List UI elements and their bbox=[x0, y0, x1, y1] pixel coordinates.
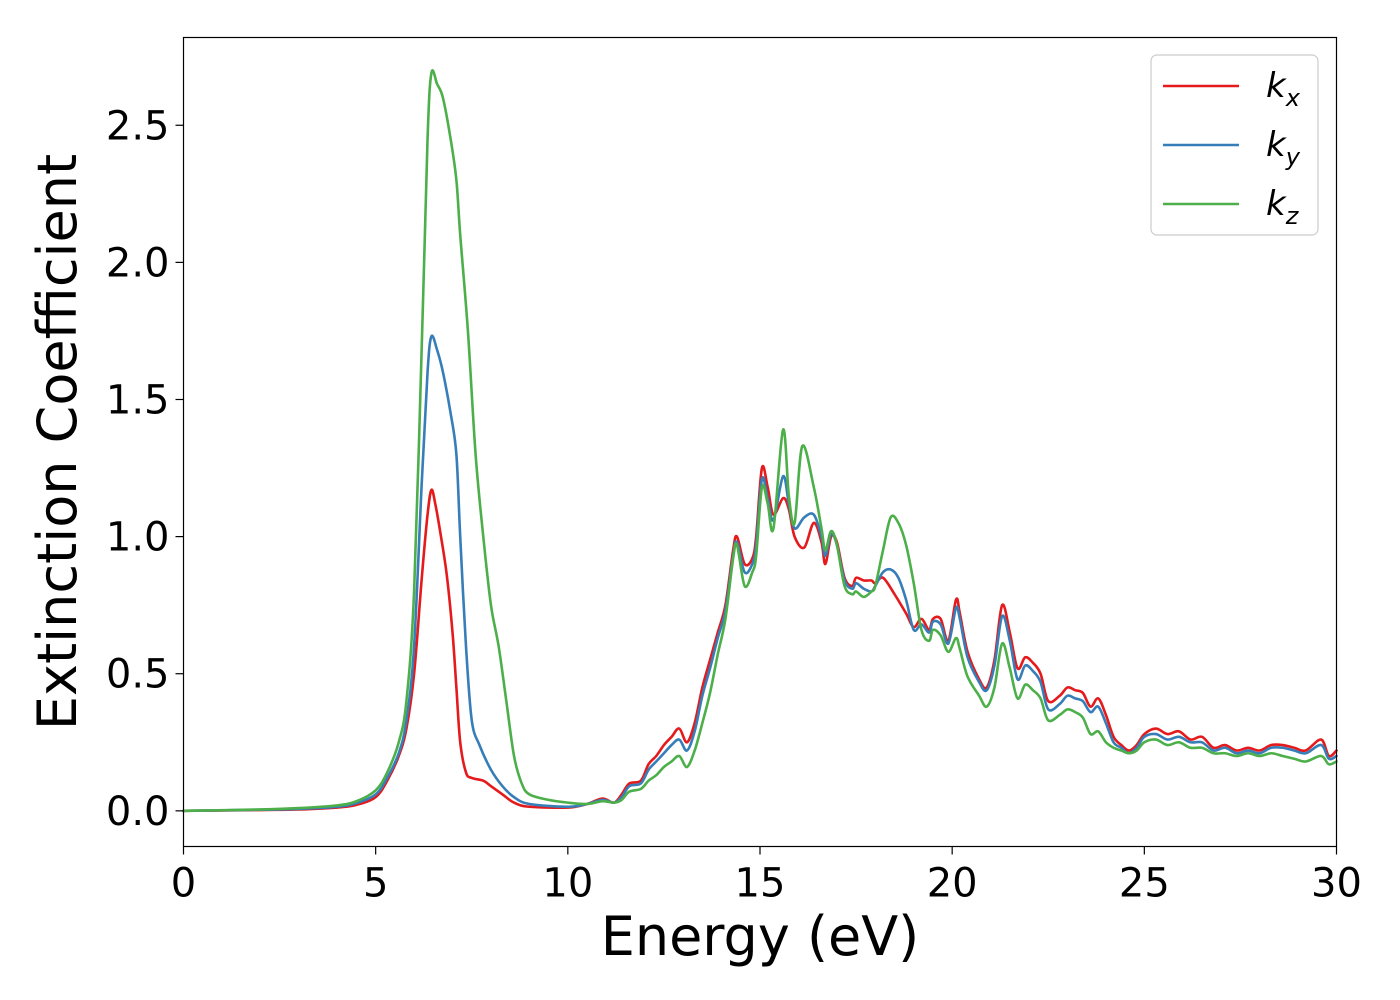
y-tick-label: 1.0 bbox=[106, 515, 170, 561]
y-tick-label: 0.0 bbox=[106, 789, 170, 835]
y-axis-ticks: 0.0 0.5 1.0 1.5 2.0 2.5 bbox=[106, 103, 184, 835]
x-tick-label: 0 bbox=[171, 861, 196, 907]
series-line-kz bbox=[182, 69, 1338, 813]
y-tick-label: 0.5 bbox=[106, 652, 170, 698]
x-axis-title: Energy (eV) bbox=[601, 905, 920, 968]
x-tick-label: 15 bbox=[735, 861, 786, 907]
x-tick-label: 20 bbox=[927, 861, 978, 907]
x-tick-label: 10 bbox=[542, 861, 593, 907]
y-tick-label: 2.0 bbox=[106, 240, 170, 286]
y-tick-label: 2.5 bbox=[106, 103, 170, 149]
x-tick-label: 25 bbox=[1119, 861, 1170, 907]
series-line-kx bbox=[182, 464, 1338, 813]
y-tick-label: 1.5 bbox=[106, 377, 170, 423]
y-axis-title: Extinction Coefficient bbox=[26, 154, 89, 730]
x-tick-label: 5 bbox=[363, 861, 388, 907]
x-axis-ticks: 0 5 10 15 20 25 30 bbox=[171, 846, 1362, 907]
x-tick-label: 30 bbox=[1311, 861, 1362, 907]
series-layer bbox=[182, 69, 1338, 813]
